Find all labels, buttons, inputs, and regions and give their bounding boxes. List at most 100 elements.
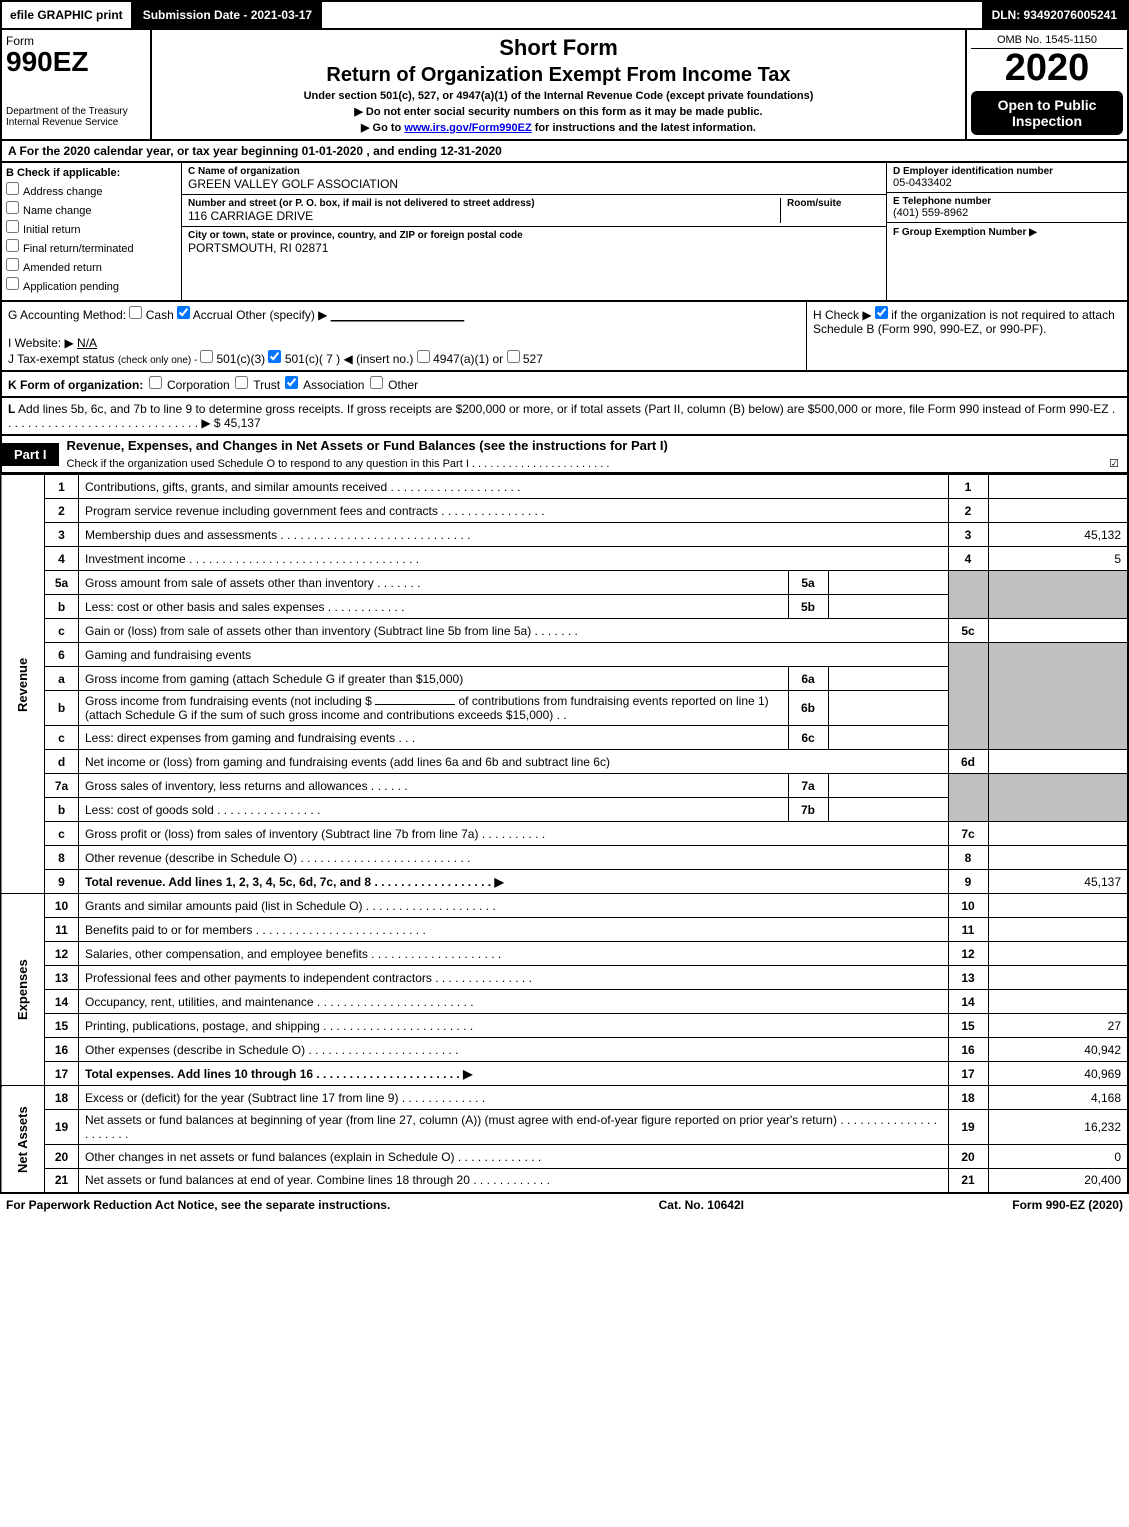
- lbl-4947: 4947(a)(1) or: [433, 352, 503, 366]
- lbl-amended-return: Amended return: [23, 262, 102, 274]
- d-hdr: D Employer identification number: [893, 166, 1121, 177]
- l6c-subval: [828, 726, 948, 750]
- l3-no: 3: [45, 523, 79, 547]
- l6a-sub: 6a: [788, 667, 828, 691]
- l13-no: 13: [45, 966, 79, 990]
- l7c-mno: 7c: [948, 822, 988, 846]
- i-label: I Website: ▶: [8, 336, 74, 350]
- l5-grey-val: [988, 571, 1128, 619]
- chk-initial-return[interactable]: [6, 220, 19, 233]
- h-label: H Check ▶: [813, 308, 872, 322]
- header-left: Form 990EZ Department of the Treasury In…: [2, 30, 152, 139]
- l3-val: 45,132: [988, 523, 1128, 547]
- l14-val: [988, 990, 1128, 1014]
- box-b-title: B Check if applicable:: [6, 167, 120, 179]
- chk-4947[interactable]: [417, 350, 430, 363]
- l11-val: [988, 918, 1128, 942]
- l11-no: 11: [45, 918, 79, 942]
- l6d-val: [988, 750, 1128, 774]
- l1-val: [988, 475, 1128, 499]
- l6c-no: c: [45, 726, 79, 750]
- sub3-suffix: for instructions and the latest informat…: [532, 122, 756, 134]
- l21-mno: 21: [948, 1169, 988, 1193]
- city-val: PORTSMOUTH, RI 02871: [188, 241, 880, 255]
- l14-mno: 14: [948, 990, 988, 1014]
- chk-cash[interactable]: [129, 306, 142, 319]
- chk-accrual[interactable]: [177, 306, 190, 319]
- chk-527[interactable]: [507, 350, 520, 363]
- l7c-desc: Gross profit or (loss) from sales of inv…: [79, 822, 949, 846]
- l14-no: 14: [45, 990, 79, 1014]
- l21-no: 21: [45, 1169, 79, 1193]
- line-l: L Add lines 5b, 6c, and 7b to line 9 to …: [0, 398, 1129, 436]
- header-sub3: ▶ Go to www.irs.gov/Form990EZ for instru…: [162, 121, 955, 134]
- l8-val: [988, 846, 1128, 870]
- l21-val: 20,400: [988, 1169, 1128, 1193]
- l1-no: 1: [45, 475, 79, 499]
- tax-year: 2020: [971, 49, 1123, 87]
- l5c-no: c: [45, 619, 79, 643]
- line-k: K Form of organization: Corporation Trus…: [0, 372, 1129, 398]
- website-val: N/A: [77, 336, 97, 350]
- city-hdr: City or town, state or province, country…: [188, 230, 880, 241]
- footer-mid: Cat. No. 10642I: [659, 1198, 744, 1212]
- l6c-desc: Less: direct expenses from gaming and fu…: [79, 726, 789, 750]
- l17-val: 40,969: [988, 1062, 1128, 1086]
- lbl-accrual: Accrual: [193, 308, 233, 322]
- l13-mno: 13: [948, 966, 988, 990]
- l7b-desc: Less: cost of goods sold . . . . . . . .…: [79, 798, 789, 822]
- lbl-address-change: Address change: [23, 186, 103, 198]
- chk-final-return[interactable]: [6, 239, 19, 252]
- l15-mno: 15: [948, 1014, 988, 1038]
- c-hdr: C Name of organization: [188, 166, 880, 177]
- footer-left: For Paperwork Reduction Act Notice, see …: [6, 1198, 390, 1212]
- chk-association[interactable]: [285, 376, 298, 389]
- l5b-desc: Less: cost or other basis and sales expe…: [79, 595, 789, 619]
- l-label: L: [8, 402, 15, 416]
- chk-trust[interactable]: [235, 376, 248, 389]
- chk-501c3[interactable]: [200, 350, 213, 363]
- l20-no: 20: [45, 1145, 79, 1169]
- header-sub2: ▶ Do not enter social security numbers o…: [162, 105, 955, 118]
- l9-val: 45,137: [988, 870, 1128, 894]
- l18-no: 18: [45, 1086, 79, 1110]
- l5a-no: 5a: [45, 571, 79, 595]
- l5a-subval: [828, 571, 948, 595]
- l6a-no: a: [45, 667, 79, 691]
- l2-mno: 2: [948, 499, 988, 523]
- irs-link[interactable]: www.irs.gov/Form990EZ: [404, 122, 531, 134]
- l7a-subval: [828, 774, 948, 798]
- l8-desc: Other revenue (describe in Schedule O) .…: [79, 846, 949, 870]
- l10-mno: 10: [948, 894, 988, 918]
- l-text: Add lines 5b, 6c, and 7b to line 9 to de…: [8, 402, 1115, 430]
- l18-desc: Excess or (deficit) for the year (Subtra…: [79, 1086, 949, 1110]
- line-a-end: 12-31-2020: [440, 144, 501, 158]
- chk-501c[interactable]: [268, 350, 281, 363]
- chk-address-change[interactable]: [6, 182, 19, 195]
- l4-mno: 4: [948, 547, 988, 571]
- chk-application-pending[interactable]: [6, 277, 19, 290]
- l15-no: 15: [45, 1014, 79, 1038]
- chk-amended-return[interactable]: [6, 258, 19, 271]
- header-right: OMB No. 1545-1150 2020 Open to Public In…: [967, 30, 1127, 139]
- l6-no: 6: [45, 643, 79, 667]
- f-hdr: F Group Exemption Number ▶: [893, 227, 1037, 238]
- l19-mno: 19: [948, 1110, 988, 1145]
- l6d-desc: Net income or (loss) from gaming and fun…: [79, 750, 949, 774]
- l6b-blank: [375, 704, 455, 705]
- l7a-sub: 7a: [788, 774, 828, 798]
- dept-label: Department of the Treasury: [6, 106, 146, 117]
- lbl-other-org: Other: [388, 378, 418, 392]
- chk-name-change[interactable]: [6, 201, 19, 214]
- l7-grey: [948, 774, 988, 822]
- efile-label[interactable]: efile GRAPHIC print: [2, 2, 133, 28]
- chk-corporation[interactable]: [149, 376, 162, 389]
- l5c-desc: Gain or (loss) from sale of assets other…: [79, 619, 949, 643]
- l7c-val: [988, 822, 1128, 846]
- chk-other-org[interactable]: [370, 376, 383, 389]
- l19-desc: Net assets or fund balances at beginning…: [79, 1110, 949, 1145]
- chk-h[interactable]: [875, 306, 888, 319]
- l6-grey: [948, 643, 988, 750]
- line-a: A For the 2020 calendar year, or tax yea…: [0, 141, 1129, 163]
- k-label: K Form of organization:: [8, 378, 143, 392]
